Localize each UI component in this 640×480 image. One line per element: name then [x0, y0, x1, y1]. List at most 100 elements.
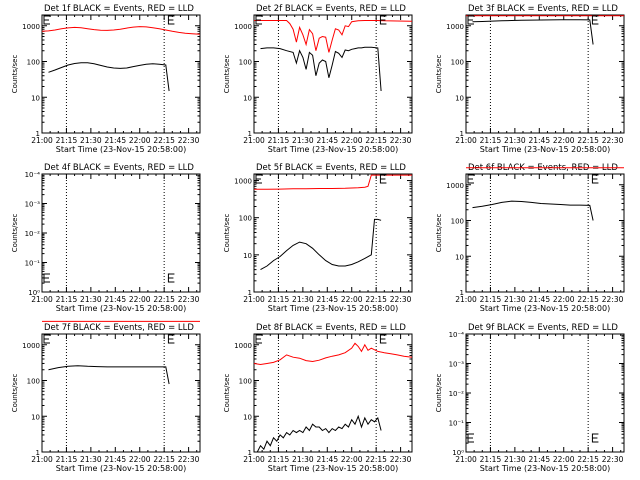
plot-frame — [465, 14, 625, 134]
y-axis-label: Counts/sec — [435, 55, 443, 94]
ytick-label: 10⁻² — [25, 230, 41, 238]
xtick-label: 21:00 — [31, 455, 53, 464]
x-axis-label: Start Time (23-Nov-15 20:58:00) — [480, 145, 610, 154]
ytick-label: 1 — [248, 289, 252, 297]
xtick-label: 21:30 — [292, 295, 314, 304]
xtick-label: 22:15 — [577, 295, 599, 304]
xtick-label: 22:30 — [390, 295, 412, 304]
xtick-label: 22:15 — [577, 136, 599, 145]
xtick-label: 21:00 — [243, 136, 265, 145]
ytick-label: 100 — [239, 378, 252, 386]
xtick-label: 21:15 — [268, 295, 290, 304]
ytick-label: 10 — [455, 94, 464, 102]
interval-end-marker — [167, 273, 175, 283]
xtick-label: 21:15 — [480, 136, 502, 145]
ytick-label: 10⁻³ — [449, 361, 465, 369]
y-axis-label: Counts/sec — [11, 214, 19, 253]
xtick-label: 21:15 — [56, 455, 78, 464]
xtick-label: 21:45 — [104, 455, 126, 464]
panel-title: Det 9f BLACK = Events, RED = LLD — [468, 323, 618, 333]
ytick-label: 10 — [243, 94, 252, 102]
xtick-label: 22:15 — [365, 455, 387, 464]
xtick-label: 22:00 — [553, 455, 575, 464]
xtick-label: 22:00 — [129, 136, 151, 145]
ytick-label: 1 — [460, 289, 464, 297]
interval-end-marker — [379, 15, 387, 25]
events-series-line — [48, 62, 170, 92]
interval-end-marker — [591, 15, 599, 25]
plot-frame — [465, 173, 625, 293]
xtick-label: 21:15 — [56, 136, 78, 145]
x-axis-label: Start Time (23-Nov-15 20:58:00) — [268, 145, 398, 154]
interval-start-marker — [43, 273, 50, 283]
xtick-label: 22:00 — [129, 295, 151, 304]
ytick-label: 10⁻¹ — [25, 260, 41, 268]
xtick-label: 22:30 — [602, 455, 624, 464]
ytick-label: 10⁻¹ — [449, 420, 465, 428]
ytick-label: 100 — [239, 59, 252, 67]
plot-frame — [41, 173, 201, 293]
events-series-line — [472, 19, 594, 45]
interval-start-marker — [255, 334, 262, 344]
ytick-label: 1000 — [234, 178, 252, 186]
xtick-label: 22:30 — [602, 136, 624, 145]
detector-panel-4: Det 4f BLACK = Events, RED = LLD 21:00 21:… — [11, 163, 201, 313]
ytick-label: 10⁻² — [449, 390, 465, 398]
y-axis-label: Counts/sec — [435, 214, 443, 253]
xtick-label: 22:30 — [390, 455, 412, 464]
interval-end-marker — [379, 174, 387, 184]
events-series-line — [48, 365, 170, 385]
ytick-label: 10⁻⁴ — [449, 331, 465, 339]
xtick-label: 21:15 — [480, 455, 502, 464]
x-axis-label: Start Time (23-Nov-15 20:58:00) — [56, 145, 186, 154]
x-axis-label: Start Time (23-Nov-15 20:58:00) — [480, 464, 610, 473]
xtick-label: 22:30 — [178, 295, 200, 304]
panel-title: Det 7f BLACK = Events, RED = LLD — [44, 323, 194, 333]
ytick-label: 1 — [36, 449, 40, 457]
panel-title: Det 8f BLACK = Events, RED = LLD — [256, 323, 406, 333]
ytick-label: 10 — [243, 413, 252, 421]
xtick-label: 21:45 — [528, 136, 550, 145]
xtick-label: 21:30 — [292, 455, 314, 464]
xtick-label: 21:00 — [455, 295, 477, 304]
xtick-label: 22:30 — [602, 295, 624, 304]
events-series-line — [472, 200, 594, 221]
xtick-label: 22:15 — [153, 295, 175, 304]
ytick-label: 1000 — [22, 23, 40, 31]
xtick-label: 21:45 — [316, 295, 338, 304]
xtick-label: 21:45 — [528, 455, 550, 464]
ytick-label: 1000 — [446, 23, 464, 31]
xtick-label: 21:00 — [31, 295, 53, 304]
plot-frame — [41, 14, 201, 134]
panel-title: Det 3f BLACK = Events, RED = LLD — [468, 4, 618, 14]
xtick-label: 22:30 — [390, 136, 412, 145]
xtick-label: 21:45 — [316, 136, 338, 145]
x-axis-label: Start Time (23-Nov-15 20:58:00) — [268, 464, 398, 473]
lld-series-line — [253, 174, 412, 190]
interval-end-marker — [591, 174, 599, 184]
ytick-label: 10 — [31, 94, 40, 102]
y-axis-label: Counts/sec — [223, 374, 231, 413]
x-axis-label: Start Time (23-Nov-15 20:58:00) — [268, 304, 398, 313]
interval-start-marker — [467, 433, 474, 443]
xtick-label: 22:15 — [365, 295, 387, 304]
xtick-label: 21:00 — [243, 455, 265, 464]
xtick-label: 22:00 — [553, 295, 575, 304]
x-axis-label: Start Time (23-Nov-15 20:58:00) — [56, 304, 186, 313]
detector-panel-8: Det 8f BLACK = Events, RED = LLD 21:00 21:… — [223, 323, 413, 473]
x-axis-label: Start Time (23-Nov-15 20:58:00) — [56, 464, 186, 473]
panel-title: Det 4f BLACK = Events, RED = LLD — [44, 163, 194, 173]
plot-frame — [41, 333, 201, 453]
xtick-label: 22:15 — [365, 136, 387, 145]
x-axis-label: Start Time (23-Nov-15 20:58:00) — [480, 304, 610, 313]
ytick-label: 1 — [36, 130, 40, 138]
xtick-label: 21:30 — [80, 295, 102, 304]
ytick-label: 100 — [27, 59, 40, 67]
xtick-label: 22:00 — [129, 455, 151, 464]
xtick-label: 22:00 — [553, 136, 575, 145]
interval-start-marker — [43, 334, 50, 344]
interval-start-marker — [255, 174, 262, 184]
